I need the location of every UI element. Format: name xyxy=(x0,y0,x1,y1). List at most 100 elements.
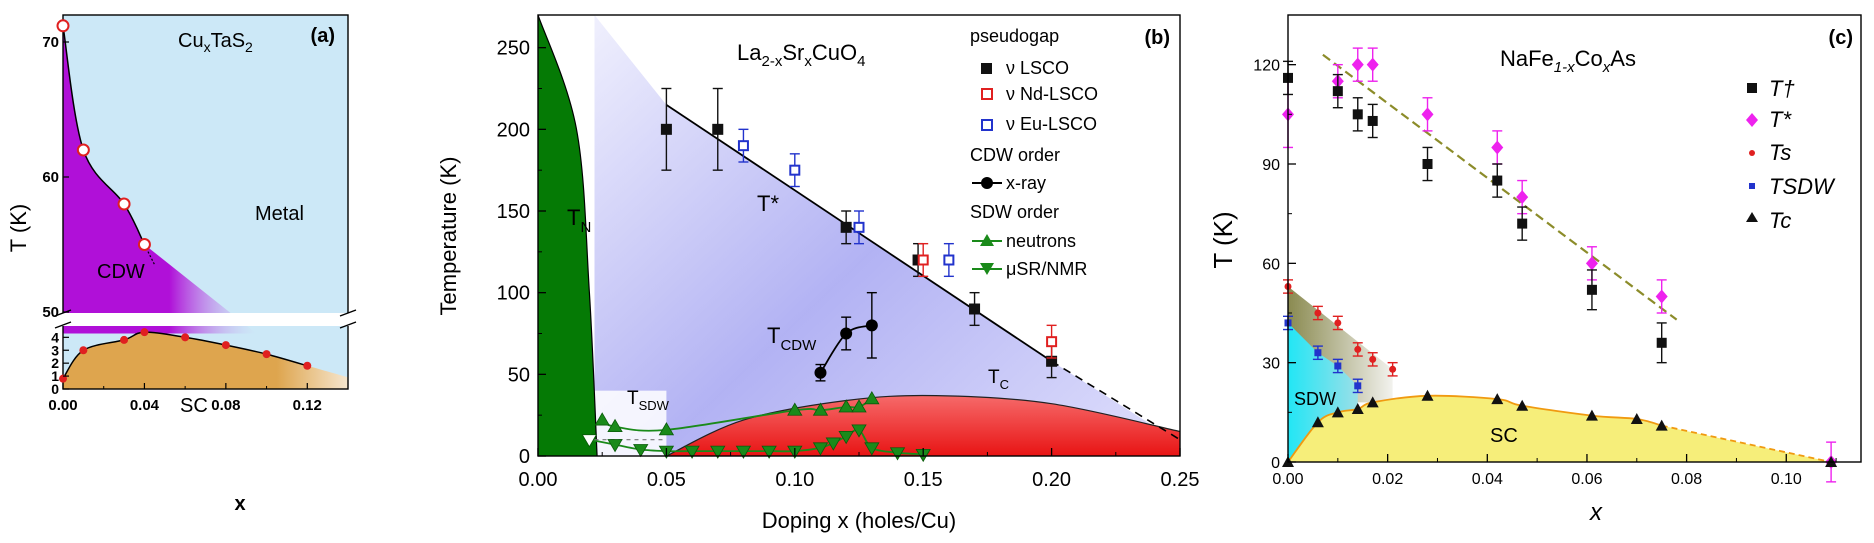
y-tick-label: 0 xyxy=(51,381,59,397)
neutrons-point xyxy=(607,418,623,432)
tstar-point xyxy=(1366,57,1379,72)
cdw-region xyxy=(63,25,257,334)
tsdw-point xyxy=(1314,349,1322,357)
sc-region xyxy=(63,332,348,389)
panel-c-frame xyxy=(1287,14,1862,463)
sc-dome xyxy=(1288,395,1832,462)
legend-tc-marker xyxy=(1746,212,1758,222)
y-tick-label: 150 xyxy=(497,201,530,223)
tc-label: TC xyxy=(988,367,1009,392)
y-tick-label: 60 xyxy=(42,169,59,186)
legend-tc-text: Tc xyxy=(1769,208,1791,233)
legend-lsco-text: ν LSCO xyxy=(1006,58,1069,78)
y-tick-label: 0 xyxy=(1271,455,1280,472)
x-tick-label: 0.08 xyxy=(211,397,240,414)
legend-eu-lsco-marker xyxy=(981,119,993,131)
tstar-dashed-line xyxy=(1051,360,1181,441)
x-tick-label: 0.15 xyxy=(904,469,943,491)
musr-point xyxy=(851,424,867,438)
y-tick-label: 100 xyxy=(497,283,530,305)
y-tick-label: 70 xyxy=(42,34,59,51)
legend-xray-text: x-ray xyxy=(1006,173,1046,193)
x-tick-label: 0.10 xyxy=(775,469,814,491)
panel-c: 0.00 0.02 0.04 0.06 0.08 0.10 0 30 60 90 120 (c) N… xyxy=(1208,14,1862,526)
panel-c-xlabel: x xyxy=(1589,499,1603,526)
x-tick-label: 0.12 xyxy=(293,397,322,414)
x-tick-label: 0.00 xyxy=(48,397,77,414)
axis-break-mark-right-2 xyxy=(339,321,357,329)
legend-ts-marker xyxy=(1749,150,1755,156)
x-tick-label: 0.00 xyxy=(519,469,558,491)
musr-point xyxy=(684,445,700,459)
y-tick-label: 0 xyxy=(519,446,530,468)
xray-point xyxy=(840,327,853,340)
x-tick-label: 0.25 xyxy=(1161,469,1200,491)
eu-lsco-point xyxy=(943,254,955,266)
tdag-point xyxy=(1352,109,1363,120)
tstar-point xyxy=(1516,190,1529,205)
tc-point xyxy=(1585,409,1598,421)
musr-point xyxy=(633,444,649,458)
x-tick-label: 0.00 xyxy=(1272,471,1303,488)
tstar-point xyxy=(1491,140,1504,155)
panel-c-title: NaFe1-xCoxAs xyxy=(1500,46,1636,76)
tstar-point xyxy=(1585,256,1598,271)
legend-ts-text: Ts xyxy=(1769,140,1791,165)
y-tick-label: 50 xyxy=(42,304,59,321)
x-tick-label: 0.08 xyxy=(1671,471,1702,488)
legend-tstar-marker xyxy=(1746,113,1758,127)
y-tick-label: 120 xyxy=(1253,58,1280,75)
y-tick-label: 50 xyxy=(508,364,530,386)
tc-point xyxy=(1630,412,1643,424)
tstar-guide-line xyxy=(1322,53,1678,321)
panel-a-label: (a) xyxy=(311,25,335,47)
tsdw-point xyxy=(1354,382,1362,390)
panel-a-xlabel: x xyxy=(234,493,245,515)
tdag-point xyxy=(1656,337,1667,348)
sc-dome-dash xyxy=(1661,424,1832,463)
y-tick-label: 250 xyxy=(497,38,530,60)
xray-point xyxy=(814,366,827,379)
tc-dome-line xyxy=(666,394,1181,457)
legend-tdag-marker xyxy=(1747,83,1757,93)
legend-sdw-header: SDW order xyxy=(970,202,1059,222)
y-tick-label: 200 xyxy=(497,119,530,141)
region-sdw-label: SDW xyxy=(1294,389,1336,409)
tsdw-label: TSDW xyxy=(627,388,670,413)
tn-region xyxy=(538,15,598,456)
panel-b-label: (b) xyxy=(1144,27,1170,49)
tc-point xyxy=(1516,399,1529,411)
ts-point xyxy=(1389,365,1397,373)
cdw-point xyxy=(76,143,90,157)
sc-point xyxy=(303,361,312,370)
panel-c-legend: T† T* Ts TSDW Tc xyxy=(1746,76,1836,233)
x-tick-label: 0.04 xyxy=(130,397,160,414)
ts-point xyxy=(1314,309,1322,317)
legend-neutrons-text: neutrons xyxy=(1006,231,1076,251)
lsco-point xyxy=(1046,355,1058,367)
legend-neutrons-marker xyxy=(980,234,994,246)
y-tick-label: 2 xyxy=(51,355,59,371)
musr-point xyxy=(761,445,777,459)
y-tick-label: 1 xyxy=(51,368,59,384)
region-sc-label: SC xyxy=(180,395,208,417)
tstar-label: T* xyxy=(757,191,779,216)
region-sc-c-label: SC xyxy=(1490,425,1518,447)
x-tick-label: 0.06 xyxy=(1571,471,1602,488)
musr-point xyxy=(838,431,854,445)
legend-lsco-marker xyxy=(981,63,992,74)
y-tick-label: 60 xyxy=(1262,256,1280,273)
ts-point xyxy=(1354,345,1362,353)
tc-point xyxy=(1351,403,1364,415)
tdag-point xyxy=(1586,284,1597,295)
legend-pseudogap-header: pseudogap xyxy=(970,26,1059,46)
tc-point xyxy=(1655,419,1668,431)
neutrons-point xyxy=(851,399,867,413)
lsco-point xyxy=(840,221,852,233)
sc-point xyxy=(79,346,88,355)
tc-point xyxy=(1421,389,1434,401)
sdw-region xyxy=(1288,322,1358,462)
legend-eu-lsco-text: ν Eu-LSCO xyxy=(1006,114,1097,134)
cdw-boundary-line xyxy=(62,25,146,245)
